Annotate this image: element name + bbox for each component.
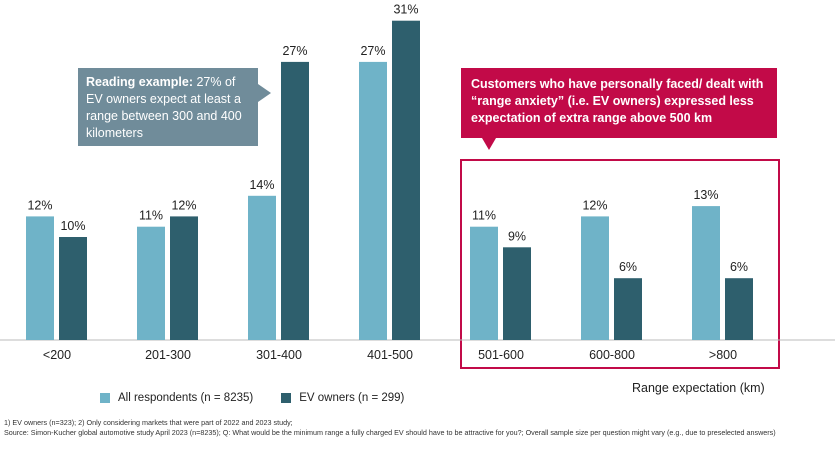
bar-ev-owners-5 <box>614 278 642 340</box>
x-tick-label-1: 201-300 <box>145 348 191 362</box>
bar-all-respondents-2 <box>248 195 276 340</box>
range-anxiety-text: Customers who have personally faced/ dea… <box>471 77 764 125</box>
data-label-all-respondents-5: 12% <box>582 198 607 212</box>
legend-item-all-respondents: All respondents (n = 8235) <box>100 392 253 404</box>
bar-ev-owners-0 <box>59 237 87 340</box>
range-anxiety-callout: Customers who have personally faced/ dea… <box>461 68 777 138</box>
x-tick-label-0: <200 <box>43 348 71 362</box>
footnote-1: 1) EV owners (n=323); 2) Only considerin… <box>4 418 293 427</box>
data-label-all-respondents-4: 11% <box>472 209 496 223</box>
legend-label-ev-owners: EV owners (n = 299) <box>299 392 405 404</box>
data-label-ev-owners-5: 6% <box>619 260 637 274</box>
x-tick-label-6: >800 <box>709 348 737 362</box>
data-label-ev-owners-1: 12% <box>171 198 196 212</box>
reading-example-callout: Reading example: 27% of EV owners expect… <box>78 68 258 146</box>
legend: All respondents (n = 8235) EV owners (n … <box>100 392 432 404</box>
bar-ev-owners-3 <box>392 20 420 340</box>
data-label-ev-owners-3: 31% <box>393 3 418 17</box>
data-label-all-respondents-6: 13% <box>693 188 718 202</box>
data-label-ev-owners-0: 10% <box>60 219 85 233</box>
highlight-box <box>460 159 780 369</box>
bar-chart: 12% 10% <200 11% 12% 201-300 14% 27% 301-400 27% 3… <box>0 3 835 369</box>
bar-all-respondents-3 <box>359 61 387 341</box>
x-tick-label-5: 600-800 <box>589 348 635 362</box>
footnote-source: Source: Simon-Kucher global automotive s… <box>4 428 776 437</box>
legend-swatch-all-respondents <box>100 393 110 403</box>
data-label-all-respondents-1: 11% <box>139 209 163 223</box>
bar-ev-owners-4 <box>503 247 531 340</box>
reading-example-bold: Reading example: <box>86 75 193 89</box>
legend-label-all-respondents: All respondents (n = 8235) <box>118 392 254 404</box>
legend-swatch-ev-owners <box>281 393 292 403</box>
bar-all-respondents-0 <box>26 216 54 340</box>
bar-all-respondents-6 <box>692 206 720 340</box>
data-label-all-respondents-2: 14% <box>249 178 274 192</box>
x-tick-label-3: 401-500 <box>367 348 413 362</box>
bar-all-respondents-4 <box>470 226 498 340</box>
range-anxiety-callout-pointer <box>482 138 496 150</box>
bar-ev-owners-6 <box>725 278 753 340</box>
data-label-all-respondents-3: 27% <box>360 44 385 58</box>
x-tick-label-4: 501-600 <box>478 348 524 362</box>
data-label-ev-owners-4: 9% <box>508 229 526 243</box>
x-tick-label-2: 301-400 <box>256 348 302 362</box>
bar-all-respondents-1 <box>137 226 165 340</box>
bar-all-respondents-5 <box>581 216 609 340</box>
data-label-ev-owners-6: 6% <box>730 260 748 274</box>
data-label-ev-owners-2: 27% <box>282 44 307 58</box>
bar-ev-owners-2 <box>281 61 309 341</box>
reading-callout-pointer <box>258 84 271 102</box>
x-axis-title: Range expectation (km) <box>632 381 765 395</box>
reading-example-text: 27% of EV owners expect at least a range… <box>86 75 242 140</box>
bar-ev-owners-1 <box>170 216 198 340</box>
legend-item-ev-owners: EV owners (n = 299) <box>281 392 404 404</box>
data-label-all-respondents-0: 12% <box>27 198 52 212</box>
